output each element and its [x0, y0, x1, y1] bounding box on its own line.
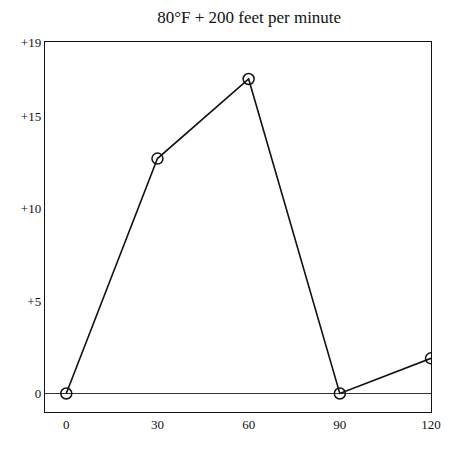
- svg-text:+19: +19: [21, 35, 41, 50]
- svg-text:+15: +15: [21, 109, 41, 124]
- svg-text:0: 0: [35, 386, 42, 401]
- svg-text:+5: +5: [27, 294, 41, 309]
- svg-text:30: 30: [151, 417, 164, 432]
- svg-text:0: 0: [63, 417, 70, 432]
- svg-text:90: 90: [333, 417, 346, 432]
- svg-text:60: 60: [242, 417, 255, 432]
- svg-text:80°F + 200 feet per minute: 80°F + 200 feet per minute: [157, 8, 341, 27]
- svg-text:+10: +10: [21, 201, 41, 216]
- svg-text:120: 120: [421, 417, 441, 432]
